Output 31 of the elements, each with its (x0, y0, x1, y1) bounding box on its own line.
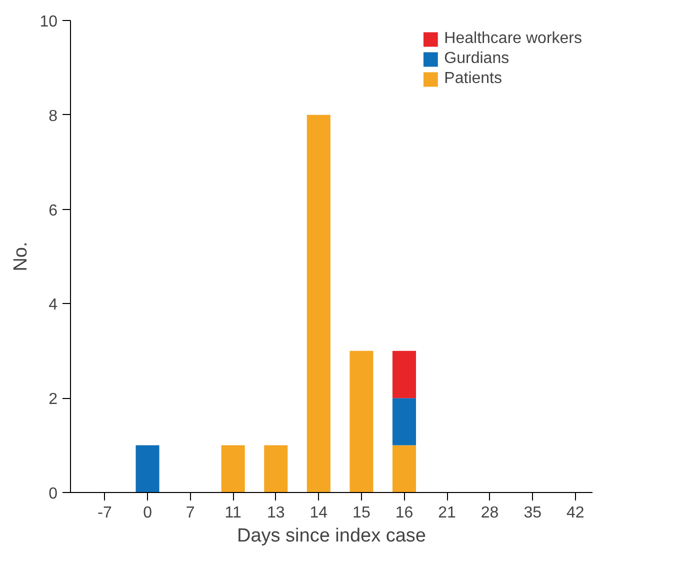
x-tick-label: 15 (352, 504, 370, 522)
y-tick-label: 0 (48, 486, 58, 502)
legend-label: Gurdians (444, 50, 510, 68)
bar (306, 114, 330, 492)
y-tick-label: 4 (48, 296, 58, 314)
x-tick-label: 42 (566, 504, 584, 522)
x-axis-title: Days since index case (236, 526, 426, 546)
bar (392, 445, 416, 492)
x-tick-label: 35 (524, 504, 542, 522)
bar (392, 398, 416, 446)
x-tick-label: 28 (480, 504, 499, 522)
bar (136, 445, 160, 492)
x-tick-label: 21 (438, 504, 456, 522)
x-tick-label: -7 (98, 504, 112, 522)
y-axis-title: No. (10, 242, 32, 272)
x-tick-label: 14 (310, 504, 328, 522)
y-tick-label: 2 (48, 391, 58, 408)
legend-label: Healthcare workers (444, 30, 582, 48)
legend-label: Patients (444, 70, 502, 88)
bar (350, 350, 374, 492)
bar (221, 445, 245, 492)
bar (392, 350, 416, 398)
x-tick-label: 0 (143, 504, 152, 522)
bar (264, 445, 288, 492)
y-tick-label: 6 (48, 202, 58, 220)
x-tick-label: 13 (266, 504, 285, 522)
x-tick-label: 7 (186, 504, 195, 522)
x-tick-label: 16 (395, 504, 414, 522)
y-tick-label: 10 (40, 14, 58, 30)
x-tick-label: 11 (224, 504, 242, 522)
y-tick-label: 8 (48, 108, 58, 125)
